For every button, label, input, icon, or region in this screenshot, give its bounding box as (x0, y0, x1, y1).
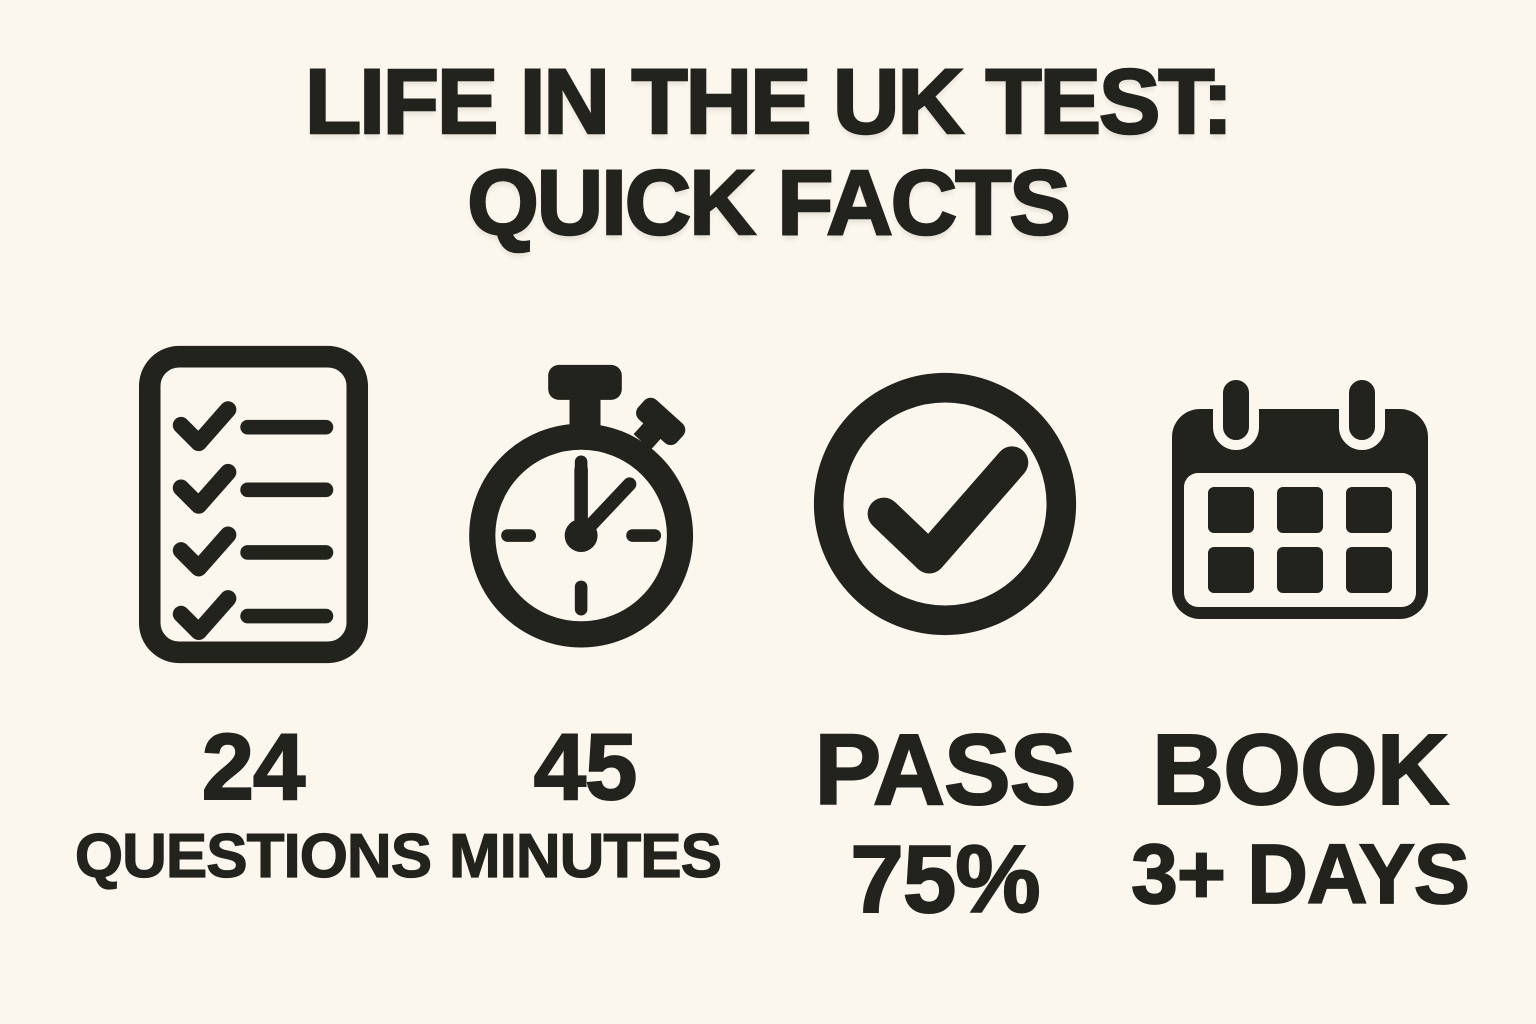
fact-label: QUESTIONS (74, 822, 432, 891)
fact-value: BOOK (1151, 714, 1450, 826)
fact-minutes: 45 MINUTES (400, 336, 770, 888)
calendar-icon-svg (1172, 370, 1428, 619)
fact-questions: 24 QUESTIONS (68, 336, 438, 888)
checklist-icon-svg (138, 345, 368, 663)
fact-label: 3+ DAYS (1130, 827, 1471, 921)
fact-booking: BOOK 3+ DAYS (1115, 336, 1485, 921)
fact-value: 24 (201, 714, 307, 819)
page-title: LIFE IN THE UK TEST: QUICK FACTS (0, 50, 1536, 255)
facts-row: 24 QUESTIONS (0, 336, 1536, 936)
stopwatch-icon-svg (469, 364, 694, 647)
calendar-icon (1160, 336, 1440, 672)
check-circle-icon-svg (813, 372, 1077, 636)
checklist-icon (136, 336, 371, 672)
title-line-2: QUICK FACTS (466, 151, 1072, 255)
fact-pass-mark: PASS 75% (760, 336, 1130, 933)
title-line-1: LIFE IN THE UK TEST: (304, 50, 1235, 154)
stopwatch-icon (459, 336, 711, 672)
fact-label: MINUTES (448, 822, 722, 891)
fact-value: 45 (533, 714, 639, 819)
fact-label: 75% (849, 826, 1041, 933)
fact-value: PASS (814, 714, 1078, 826)
check-circle-icon (807, 336, 1083, 672)
